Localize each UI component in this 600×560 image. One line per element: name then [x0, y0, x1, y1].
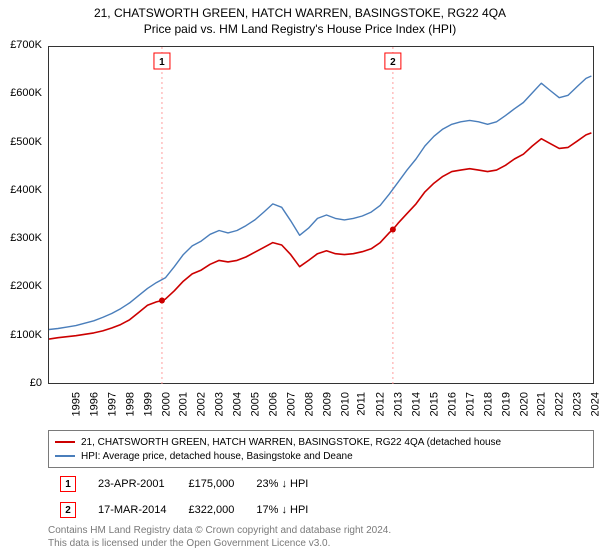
- x-tick-label: 1996: [88, 392, 100, 416]
- x-tick-label: 2013: [393, 392, 405, 416]
- x-tick-label: 2024: [590, 392, 600, 416]
- sale-row-1: 1 23-APR-2001 £175,000 23% ↓ HPI: [50, 472, 318, 496]
- sale-markers-table: 1 23-APR-2001 £175,000 23% ↓ HPI 2 17-MA…: [48, 470, 320, 524]
- x-tick-label: 2011: [356, 392, 368, 416]
- x-tick-label: 2009: [321, 392, 333, 416]
- legend: 21, CHATSWORTH GREEN, HATCH WARREN, BASI…: [48, 430, 594, 468]
- sale-pct-2: 17% ↓ HPI: [246, 498, 318, 522]
- y-tick-label: £600K: [0, 87, 42, 99]
- sale-row-2: 2 17-MAR-2014 £322,000 17% ↓ HPI: [50, 498, 318, 522]
- legend-label-price-paid: 21, CHATSWORTH GREEN, HATCH WARREN, BASI…: [81, 437, 501, 448]
- sale-price-2: £322,000: [178, 498, 244, 522]
- x-tick-label: 1995: [70, 392, 82, 416]
- x-tick-label: 2000: [160, 392, 172, 416]
- x-tick-label: 2022: [554, 392, 566, 416]
- x-tick-label: 2012: [375, 392, 387, 416]
- sale-marker-2: 2: [50, 498, 86, 522]
- x-tick-label: 2006: [267, 392, 279, 416]
- x-tick-label: 2004: [232, 392, 244, 416]
- x-tick-label: 2018: [482, 392, 494, 416]
- x-tick-label: 2007: [285, 392, 297, 416]
- footer-attribution: Contains HM Land Registry data © Crown c…: [48, 524, 391, 550]
- footer-line-1: Contains HM Land Registry data © Crown c…: [48, 524, 391, 537]
- x-tick-label: 2005: [250, 392, 262, 416]
- y-tick-label: £500K: [0, 136, 42, 148]
- x-tick-label: 2001: [178, 392, 190, 416]
- x-tick-label: 1999: [142, 392, 154, 416]
- sale-price-1: £175,000: [178, 472, 244, 496]
- x-tick-label: 2017: [464, 392, 476, 416]
- y-tick-label: £300K: [0, 232, 42, 244]
- sale-pct-1: 23% ↓ HPI: [246, 472, 318, 496]
- y-tick-label: £0: [0, 377, 42, 389]
- svg-text:1: 1: [159, 57, 165, 68]
- x-tick-label: 2008: [303, 392, 315, 416]
- x-tick-label: 1997: [106, 392, 118, 416]
- x-tick-label: 2015: [429, 392, 441, 416]
- chart-subtitle: Price paid vs. HM Land Registry's House …: [0, 20, 600, 36]
- footer-line-2: This data is licensed under the Open Gov…: [48, 537, 391, 550]
- legend-label-hpi: HPI: Average price, detached house, Basi…: [81, 451, 353, 462]
- sale-date-2: 17-MAR-2014: [88, 498, 176, 522]
- legend-swatch-hpi: [55, 455, 75, 457]
- marker-box-2: 2: [60, 502, 76, 518]
- y-tick-label: £200K: [0, 280, 42, 292]
- x-tick-label: 2021: [536, 392, 548, 416]
- x-tick-label: 2020: [518, 392, 530, 416]
- legend-item-hpi: HPI: Average price, detached house, Basi…: [55, 449, 587, 463]
- legend-item-price-paid: 21, CHATSWORTH GREEN, HATCH WARREN, BASI…: [55, 435, 587, 449]
- chart-title: 21, CHATSWORTH GREEN, HATCH WARREN, BASI…: [0, 0, 600, 20]
- legend-swatch-price-paid: [55, 441, 75, 443]
- y-tick-label: £400K: [0, 184, 42, 196]
- x-tick-label: 2014: [411, 392, 423, 416]
- x-tick-label: 2003: [214, 392, 226, 416]
- x-tick-label: 2023: [572, 392, 584, 416]
- y-tick-label: £700K: [0, 39, 42, 51]
- marker-box-1: 1: [60, 476, 76, 492]
- x-tick-label: 1998: [124, 392, 136, 416]
- sale-marker-1: 1: [50, 472, 86, 496]
- y-tick-label: £100K: [0, 329, 42, 341]
- chart-plot-area: 12: [48, 46, 594, 384]
- chart-svg: 12: [49, 47, 595, 385]
- svg-text:2: 2: [390, 57, 396, 68]
- sale-date-1: 23-APR-2001: [88, 472, 176, 496]
- x-tick-label: 2019: [500, 392, 512, 416]
- x-tick-label: 2010: [339, 392, 351, 416]
- x-tick-label: 2002: [196, 392, 208, 416]
- x-tick-label: 2016: [446, 392, 458, 416]
